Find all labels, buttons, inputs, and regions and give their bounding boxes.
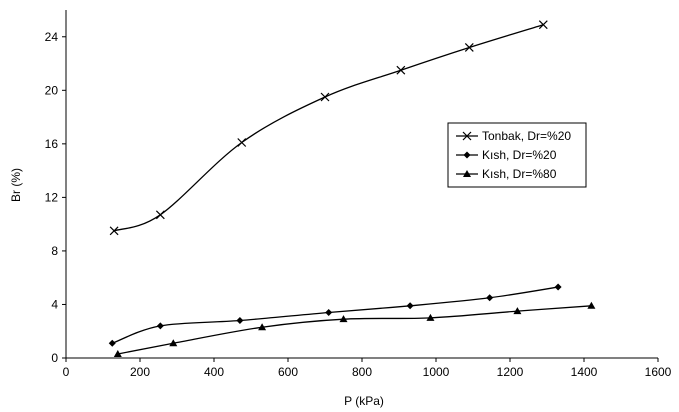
y-tick-label: 8 xyxy=(51,244,58,258)
y-tick-label: 4 xyxy=(51,297,58,311)
legend: Tonbak, Dr=%20 Kısh, Dr=%20 Kısh, Dr=%80 xyxy=(447,122,587,188)
series-3-point xyxy=(258,323,267,331)
legend-marker xyxy=(463,170,471,177)
x-tick-label: 0 xyxy=(63,365,70,379)
y-tick-label: 20 xyxy=(45,83,59,97)
legend-label: Kısh, Dr=%80 xyxy=(482,167,557,181)
legend-marker xyxy=(462,131,472,141)
series-2-line xyxy=(112,286,559,344)
series-3-point xyxy=(513,307,522,315)
x-tick-label: 1400 xyxy=(571,365,598,379)
series-2 xyxy=(108,283,562,347)
series-1-point-stroke xyxy=(237,138,247,147)
series-1-point xyxy=(464,43,474,52)
series-1 xyxy=(109,20,548,236)
axes: 0 200 400 600 800 1000 1200 1400 1600 0 4 8 12 16 20 24 xyxy=(45,10,672,379)
x-tick-label: 600 xyxy=(278,365,298,379)
legend-label: Kısh, Dr=%20 xyxy=(482,148,557,162)
series-1-point xyxy=(396,65,406,75)
series-3-point xyxy=(426,313,435,321)
legend-marker xyxy=(463,151,471,159)
series-layer xyxy=(108,20,596,357)
series-2-point xyxy=(486,294,494,302)
series-3-point xyxy=(113,349,122,357)
series-3-point xyxy=(169,339,178,347)
y-tick-label: 0 xyxy=(51,351,58,365)
series-1-point-stroke xyxy=(396,65,406,75)
legend-label: Tonbak, Dr=%20 xyxy=(482,129,571,143)
legend-item-1: Tonbak, Dr=%20 xyxy=(456,129,571,143)
series-2-point xyxy=(554,283,562,291)
series-2-point xyxy=(108,339,116,347)
x-axis-label: P (kPa) xyxy=(344,394,384,408)
x-tick-label: 1000 xyxy=(423,365,450,379)
y-tick-label: 12 xyxy=(45,190,59,204)
x-tick-label: 800 xyxy=(352,365,372,379)
series-2-point xyxy=(406,302,414,310)
series-1-point xyxy=(155,210,165,220)
series-1-point xyxy=(320,92,330,102)
series-1-point-stroke xyxy=(320,92,330,102)
series-3-point xyxy=(339,315,348,323)
x-tick-label: 1200 xyxy=(497,365,524,379)
legend-item-2: Kısh, Dr=%20 xyxy=(456,148,557,162)
y-tick-label: 24 xyxy=(45,30,59,44)
series-1-point-stroke xyxy=(464,43,474,52)
x-tick-label: 1600 xyxy=(645,365,672,379)
series-1-point-stroke xyxy=(155,210,165,220)
series-2-point xyxy=(325,308,333,316)
x-tick-label: 200 xyxy=(130,365,150,379)
series-1-point xyxy=(237,138,247,147)
series-1-point xyxy=(538,20,548,30)
series-1-point-stroke xyxy=(109,226,119,236)
series-2-point xyxy=(156,322,164,330)
series-2-point xyxy=(236,317,244,325)
series-3 xyxy=(113,301,596,357)
legend-box xyxy=(447,122,587,188)
legend-item-3: Kısh, Dr=%80 xyxy=(456,167,557,181)
y-axis-label: Br (%) xyxy=(9,168,23,202)
y-tick-label: 16 xyxy=(45,137,59,151)
series-1-point xyxy=(109,226,119,236)
series-1-point-stroke xyxy=(538,20,548,30)
x-tick-label: 400 xyxy=(204,365,224,379)
legend-marker-stroke xyxy=(462,131,472,141)
series-3-point xyxy=(587,301,596,309)
